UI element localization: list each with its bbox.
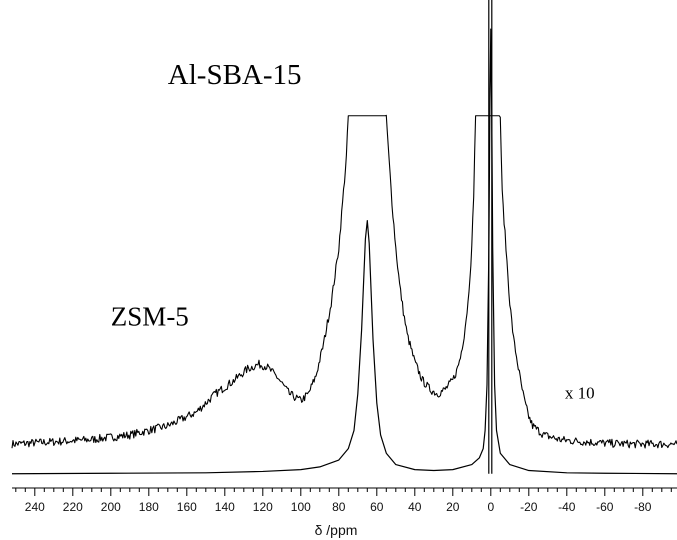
annotation-2: x 10 — [565, 384, 595, 403]
x-tick-label: 80 — [332, 500, 346, 514]
x-tick-label: 240 — [25, 500, 45, 514]
x-tick-label: 220 — [63, 500, 83, 514]
x-tick-label: 180 — [139, 500, 159, 514]
x-tick-label: 200 — [101, 500, 121, 514]
annotation-1: ZSM-5 — [111, 302, 189, 332]
x-tick-label: 20 — [446, 500, 460, 514]
x-tick-label: 120 — [253, 500, 273, 514]
x-tick-label: 140 — [215, 500, 235, 514]
sharp-peak-line — [488, 0, 493, 474]
x-tick-label: -80 — [634, 500, 652, 514]
x-axis-label: δ /ppm — [315, 522, 358, 538]
x-tick-label: 0 — [487, 500, 494, 514]
x-tick-label: 100 — [291, 500, 311, 514]
x-tick-label: 40 — [408, 500, 422, 514]
x-tick-label: -40 — [558, 500, 576, 514]
x-axis-ticks: 240 220 200 180 160 140 120 100 80 60 40 20 0 -20 -40-… — [15, 488, 672, 514]
x-tick-label: 160 — [177, 500, 197, 514]
series-x10-trace — [11, 114, 677, 449]
annotation-0: Al-SBA-15 — [168, 59, 302, 91]
annotation-layer: Al-SBA-15 ZSM-5 x 10 — [111, 59, 595, 403]
series-layer — [11, 0, 677, 475]
x-tick-label: 60 — [370, 500, 384, 514]
x-tick-label: -20 — [520, 500, 538, 514]
x-tick-label: -60 — [596, 500, 614, 514]
series-x1-trace — [11, 28, 677, 475]
